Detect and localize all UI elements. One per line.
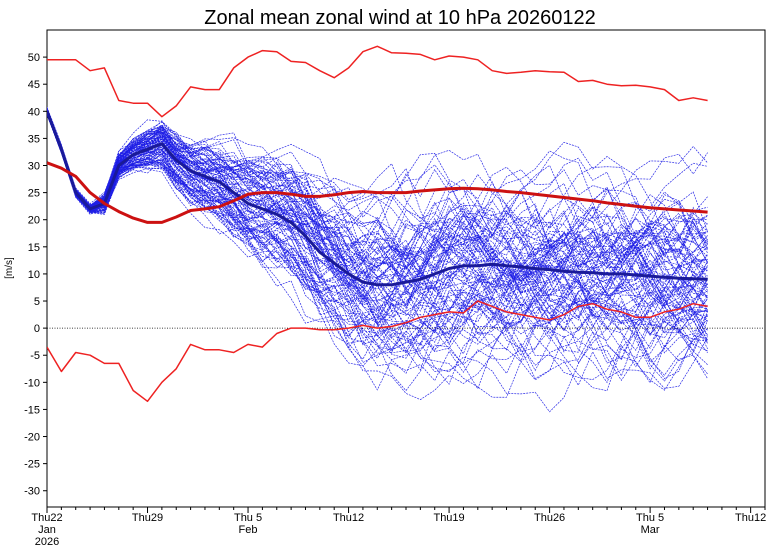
ensemble-member-line	[47, 110, 708, 283]
ensemble-member-line	[47, 112, 708, 359]
ensemble-member-line	[47, 110, 708, 306]
ensemble-member-line	[47, 110, 708, 285]
ensemble-member-line	[47, 109, 708, 311]
x-tick-label: 2026	[35, 536, 59, 548]
x-tick-label: Thu22	[31, 512, 62, 524]
ensemble-member-line	[47, 111, 708, 371]
ensemble-member-line	[47, 108, 708, 263]
ensemble-member-line	[47, 114, 708, 380]
ensemble-member-line	[47, 114, 708, 379]
summary-series	[47, 45, 708, 403]
x-tick-label: Thu26	[534, 512, 565, 524]
ensemble-member-line	[47, 112, 708, 351]
ensemble-member-line	[47, 110, 708, 292]
y-tick-label: 0	[34, 323, 40, 335]
ensemble-min-line	[47, 300, 708, 403]
ensemble-members	[47, 106, 708, 413]
y-tick-label: -10	[24, 377, 40, 389]
y-tick-label: 5	[34, 296, 40, 308]
ensemble-member-line	[47, 113, 708, 343]
ensemble-member-line	[47, 110, 708, 303]
x-tick-label: Thu19	[433, 512, 464, 524]
y-tick-label: 30	[28, 161, 40, 173]
ensemble-member-line	[47, 109, 708, 300]
y-tick-label: -20	[24, 432, 40, 444]
ensemble-member-line	[47, 111, 708, 322]
x-tick-label: Mar	[641, 524, 660, 536]
x-tick-label: Jan	[38, 524, 56, 536]
chart-title: Zonal mean zonal wind at 10 hPa 20260122	[204, 7, 595, 29]
y-tick-label: 50	[28, 52, 40, 64]
ensemble-member-line	[47, 108, 708, 272]
y-tick-label: -15	[24, 404, 40, 416]
ensemble-member-line	[47, 111, 708, 351]
ensemble-member-line	[47, 110, 708, 294]
ensemble-member-line	[47, 109, 708, 291]
ensemble-member-line	[47, 110, 708, 271]
x-tick-label: Thu29	[132, 512, 163, 524]
ensemble-member-line	[47, 109, 708, 269]
ensemble-member-line	[47, 112, 708, 341]
x-tick-label: Thu 5	[234, 512, 262, 524]
y-tick-label: 40	[28, 106, 40, 118]
ensemble-member-line	[47, 112, 708, 384]
x-tick-label: Thu 5	[636, 512, 664, 524]
y-axis: -30 -25 -20 -15 -10 -5 0 5 10 15 20 25 30 35 40 45 50	[24, 52, 47, 498]
ensemble-member-line	[47, 111, 708, 312]
ensemble-member-line	[47, 109, 708, 322]
ensemble-member-line	[47, 110, 708, 332]
y-tick-label: -5	[30, 350, 40, 362]
ensemble-member-line	[47, 108, 708, 288]
ensemble-member-line	[47, 113, 708, 354]
ensemble-member-line	[47, 112, 708, 400]
ensemble-member-line	[47, 110, 708, 334]
ensemble-member-line	[47, 114, 708, 353]
ensemble-member-line	[47, 110, 708, 308]
ensemble-member-line	[47, 109, 708, 254]
y-tick-label: -25	[24, 459, 40, 471]
ensemble-member-line	[47, 110, 708, 307]
ensemble-member-line	[47, 112, 708, 377]
x-tick-label: Thu12	[735, 512, 766, 524]
y-tick-label: 25	[28, 188, 40, 200]
ensemble-max-line	[47, 45, 708, 118]
y-tick-label: 10	[28, 269, 40, 281]
y-tick-label: 20	[28, 215, 40, 227]
y-tick-label: 35	[28, 133, 40, 145]
y-tick-label: 15	[28, 242, 40, 254]
x-tick-label: Thu12	[333, 512, 364, 524]
ensemble-member-line	[47, 114, 708, 384]
x-tick-label: Feb	[239, 524, 258, 536]
ensemble-member-line	[47, 112, 708, 392]
y-axis-label: [m/s]	[4, 257, 15, 279]
ensemble-member-line	[47, 112, 708, 358]
ensemble-member-line	[47, 111, 708, 324]
ensemble-member-line	[47, 108, 708, 280]
ensemble-member-line	[47, 109, 708, 243]
ensemble-mean-line	[47, 110, 708, 287]
ensemble-member-line	[47, 113, 708, 391]
ensemble-member-line	[47, 113, 708, 354]
ensemble-member-line	[47, 113, 708, 413]
climatology-line	[47, 161, 708, 224]
ensemble-member-line	[47, 106, 708, 249]
ensemble-member-line	[47, 113, 708, 359]
y-tick-label: 45	[28, 79, 40, 91]
y-tick-label: -30	[24, 486, 40, 498]
ensemble-member-line	[47, 108, 708, 277]
